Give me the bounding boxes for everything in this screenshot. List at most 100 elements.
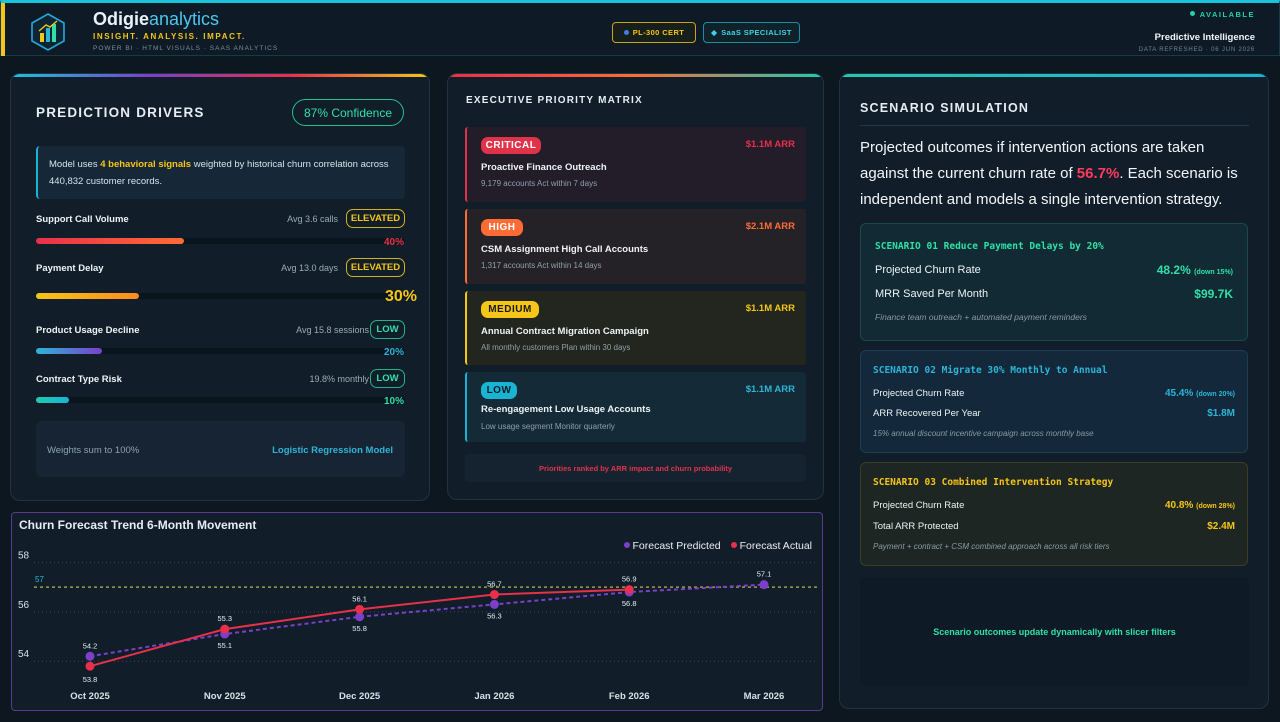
- scenario-metric-label: ARR Recovered Per Year: [873, 408, 981, 419]
- scenario-metric-label: Projected Churn Rate: [873, 500, 965, 511]
- scenario-intro: Projected outcomes if intervention actio…: [860, 139, 1238, 208]
- data-label-actual: 56.9: [622, 575, 637, 584]
- status-dot-icon: [1189, 11, 1195, 16]
- scenario-note: Finance team outreach + automated paymen…: [875, 312, 1087, 322]
- driver-bar-fill: [36, 293, 140, 299]
- driver-bar-track: [36, 238, 405, 244]
- driver-name: Support Call Volume: [36, 214, 129, 225]
- risk-level-badge: LOW: [370, 320, 405, 339]
- header-accent-bar: [1, 3, 5, 56]
- legend-item-predicted[interactable]: Forecast Predicted: [623, 540, 721, 552]
- driver-bar-fill: [36, 238, 184, 244]
- panel-title: EXECUTIVE PRIORITY MATRIX: [466, 95, 643, 106]
- priority-tag: HIGH: [481, 219, 523, 236]
- legend-actual-dot-icon: [730, 542, 737, 548]
- series-line-predicted: [89, 583, 765, 658]
- priority-card[interactable]: CRITICAL $1.1M ARR Proactive Finance Out…: [465, 127, 806, 202]
- data-label-actual: 56.1: [352, 594, 367, 603]
- priority-arr: $1.1M ARR: [745, 384, 795, 395]
- panel-accent: [11, 74, 429, 77]
- point-actual: [489, 590, 499, 600]
- scenario-title: SCENARIO 02 Migrate 30% Monthly to Annua…: [873, 365, 1108, 376]
- cert-badge: PL-300 CERT: [612, 22, 696, 43]
- point-predicted: [85, 651, 95, 661]
- data-label-predicted: 54.2: [83, 641, 98, 650]
- driver-percent: 10%: [383, 396, 404, 407]
- brand-subline: POWER BI · HTML VISUALS · SAAS ANALYTICS: [93, 45, 279, 52]
- driver-average: 19.8% monthly: [309, 374, 369, 384]
- point-predicted: [489, 599, 499, 609]
- priority-title: CSM Assignment High Call Accounts: [481, 244, 649, 255]
- panel-accent: [840, 74, 1268, 77]
- x-tick-label: Mar 2026: [744, 691, 785, 702]
- y-tick-label: 56: [18, 600, 30, 611]
- point-actual: [220, 624, 230, 634]
- scenario-title: SCENARIO 01 Reduce Payment Delays by 20%: [875, 241, 1104, 252]
- scenario-simulation-panel: SCENARIO SIMULATION Projected outcomes i…: [839, 73, 1269, 709]
- cert-badge-label: PL-300 CERT: [632, 28, 685, 37]
- data-label-actual: 56.7: [487, 580, 502, 589]
- data-label-actual: 53.8: [83, 675, 98, 684]
- point-predicted: [759, 580, 769, 590]
- data-label-predicted: 57.1: [757, 570, 772, 579]
- driver-bar-fill: [36, 348, 103, 354]
- weights-footer: Weights sum to 100% Logistic Regression …: [36, 421, 405, 477]
- scenario-card[interactable]: SCENARIO 01 Reduce Payment Delays by 20%…: [860, 223, 1248, 341]
- y-tick-label: 58: [18, 550, 30, 561]
- data-label-predicted: 56.8: [622, 599, 637, 608]
- churn-forecast-chart: Churn Forecast Trend 6-Month Movement Fo…: [11, 512, 823, 711]
- driver-percent: 20%: [383, 347, 404, 358]
- priority-arr: $1.1M ARR: [745, 139, 795, 150]
- chart-plot-area: 54 56 58 57 Oct 2025 Nov 2025 Dec 2025 Jan 2026…: [18, 550, 817, 702]
- scenario-metric-label: Projected Churn Rate: [873, 388, 965, 399]
- priority-detail: 9,179 accounts Act within 7 days: [481, 179, 598, 188]
- chart-legend: Forecast Predicted Forecast Actual: [623, 540, 812, 552]
- scenario-metric-label: Projected Churn Rate: [875, 264, 981, 276]
- priority-detail: Low usage segment Monitor quarterly: [481, 422, 615, 431]
- point-actual: [355, 604, 365, 614]
- scenario-footer-note: Scenario outcomes update dynamically wit…: [860, 577, 1249, 686]
- weights-note: Weights sum to 100%: [47, 445, 140, 456]
- point-actual: [624, 585, 634, 595]
- scenario-metric-label: Total ARR Protected: [873, 521, 959, 532]
- scenario-card[interactable]: SCENARIO 02 Migrate 30% Monthly to Annua…: [860, 350, 1248, 453]
- prediction-drivers-panel: PREDICTION DRIVERS 87% Confidence Model …: [10, 73, 430, 501]
- brand-tagline: INSIGHT. ANALYSIS. IMPACT.: [93, 32, 246, 41]
- title-divider: [860, 125, 1249, 126]
- priority-title: Proactive Finance Outreach: [481, 162, 607, 173]
- priority-tag: LOW: [481, 382, 517, 399]
- availability-status: AVAILABLE: [1189, 10, 1255, 19]
- scenario-card[interactable]: SCENARIO 03 Combined Intervention Strate…: [860, 462, 1248, 566]
- x-tick-label: Dec 2025: [339, 691, 381, 702]
- header-title: Predictive Intelligence: [1154, 32, 1255, 43]
- model-name: Logistic Regression Model: [272, 445, 393, 456]
- app-header: Odigieanalytics INSIGHT. ANALYSIS. IMPAC…: [0, 0, 1280, 56]
- scenario-title: SCENARIO 03 Combined Intervention Strate…: [873, 477, 1114, 488]
- legend-item-actual[interactable]: Forecast Actual: [730, 540, 812, 552]
- data-label-predicted: 55.1: [217, 641, 232, 650]
- specialist-badge: ◆ SaaS SPECIALIST: [703, 22, 800, 43]
- diamond-icon: ◆: [711, 28, 718, 37]
- scenario-metric-label: MRR Saved Per Month: [875, 288, 989, 300]
- risk-level-badge: ELEVATED: [346, 209, 405, 228]
- risk-level-badge: LOW: [370, 369, 405, 388]
- priority-arr: $2.1M ARR: [745, 221, 795, 232]
- scenario-note: Payment + contract + CSM combined approa…: [873, 542, 1110, 551]
- chart-title: Churn Forecast Trend 6-Month Movement: [19, 518, 257, 532]
- data-label-predicted: 56.3: [487, 611, 502, 620]
- reference-line-label: 57: [35, 575, 44, 584]
- scenario-note: 15% annual discount incentive campaign a…: [873, 429, 1094, 438]
- priority-card[interactable]: LOW $1.1M ARR Re-engagement Low Usage Ac…: [465, 372, 806, 442]
- priority-card[interactable]: MEDIUM $1.1M ARR Annual Contract Migrati…: [465, 291, 806, 365]
- x-tick-label: Jan 2026: [474, 691, 514, 702]
- data-label-actual: 55.3: [217, 614, 232, 623]
- priority-tag: CRITICAL: [481, 137, 541, 154]
- panel-accent: [448, 74, 823, 77]
- y-tick-label: 54: [18, 649, 30, 660]
- data-refresh-stamp: DATA REFRESHED · 06 JUN 2026: [1138, 47, 1255, 53]
- scenario-metric-value: 40.8% (down 28%): [1164, 500, 1235, 511]
- brand-logo-icon: [31, 13, 65, 51]
- scenario-metric-value: $2.4M: [1207, 521, 1235, 532]
- matrix-footer-note: Priorities ranked by ARR impact and chur…: [465, 454, 806, 482]
- priority-card[interactable]: HIGH $2.1M ARR CSM Assignment High Call …: [465, 209, 806, 284]
